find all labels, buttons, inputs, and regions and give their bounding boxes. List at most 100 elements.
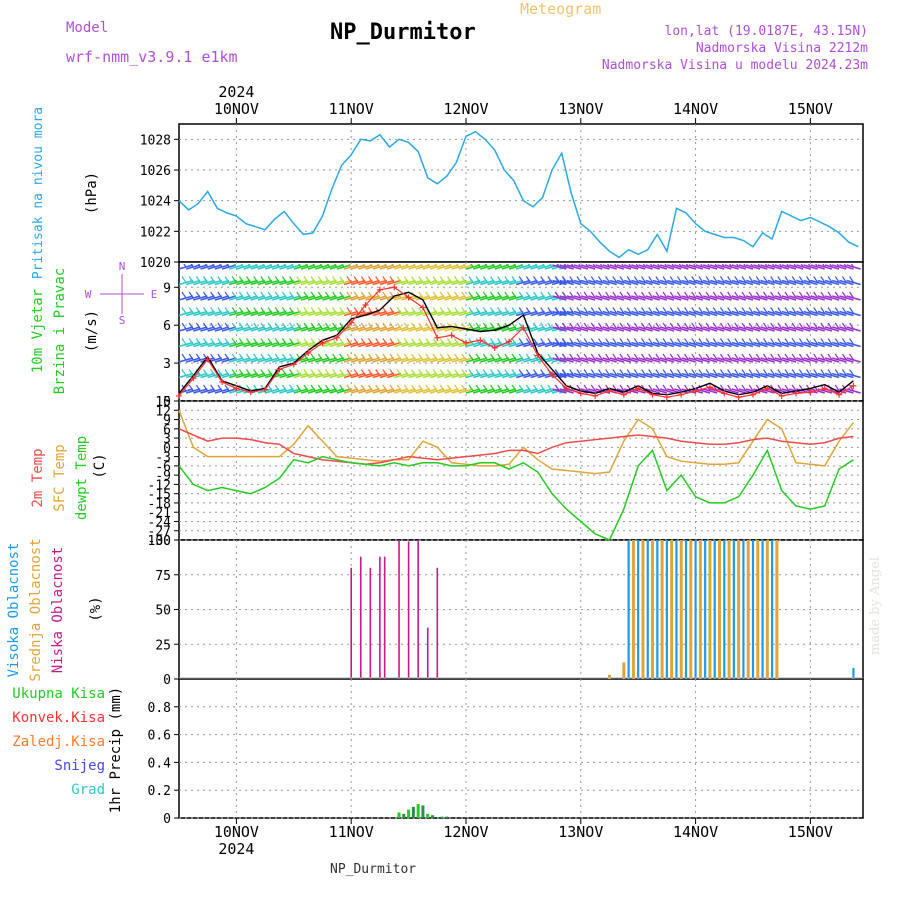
wind-barb	[267, 276, 273, 283]
wind-barb	[425, 353, 431, 361]
wind-barb	[432, 353, 438, 361]
wind-barb	[468, 276, 474, 283]
wind-gust-line-point	[649, 391, 656, 398]
wind-barb	[411, 353, 417, 361]
wind-barb	[203, 384, 209, 392]
wind-barb	[490, 338, 496, 345]
wind-barb	[360, 369, 366, 376]
wind-barb	[705, 369, 711, 376]
wind-barb	[849, 384, 855, 392]
wind-barb	[368, 384, 374, 392]
wind-barb	[303, 322, 309, 330]
wind-barb	[527, 264, 531, 268]
wind-barb	[260, 338, 266, 345]
wind-barb	[418, 384, 424, 392]
wind-barb	[289, 384, 295, 392]
pressure-panel-ytick-label: 1024	[140, 195, 171, 210]
wind-barb	[612, 307, 618, 314]
wind-barb	[411, 322, 417, 330]
wind-barb	[641, 369, 647, 376]
wind-barb	[691, 369, 697, 376]
wind-barb	[289, 276, 295, 283]
wind-barb	[827, 369, 833, 376]
wind-barb	[712, 353, 718, 361]
wind-barb	[267, 307, 273, 314]
wind-barb	[590, 353, 596, 361]
wind-gust-line-point	[233, 385, 240, 392]
wind-barb	[253, 369, 259, 376]
cloud-bar	[742, 540, 745, 679]
wind-barb	[662, 369, 668, 376]
wind-barb	[727, 353, 733, 361]
wind-barb	[727, 291, 733, 299]
wind-barb	[181, 353, 187, 361]
wind-barb	[468, 322, 474, 330]
wind-barb	[303, 384, 309, 392]
wind-barb	[475, 291, 481, 299]
precip-panel-frame	[178, 678, 864, 819]
pressure-axis-label: Pritisak na nivou mora	[31, 107, 46, 279]
wind-barb	[518, 291, 524, 299]
wind-barb	[412, 264, 417, 268]
wind-barb	[770, 338, 776, 345]
wind-barb	[719, 307, 725, 314]
wind-barb	[411, 276, 417, 283]
precip-panel-ytick-label: 0.8	[148, 701, 171, 716]
wind-panel-ytick-label: 9	[163, 281, 171, 296]
wind-barb	[727, 369, 733, 376]
compass-south: S	[119, 314, 126, 327]
wind-barb	[597, 353, 603, 361]
wind-barb	[741, 369, 747, 376]
wind-barb	[813, 322, 819, 330]
wind-barb	[518, 353, 524, 361]
cloud-bar	[646, 540, 649, 679]
wind-barb	[734, 322, 740, 330]
wind-barb	[820, 353, 826, 361]
wind-barb	[274, 291, 280, 299]
wind-barb	[712, 322, 718, 330]
wind-barb	[454, 369, 460, 376]
wind-barb	[554, 307, 560, 314]
wind-barb	[569, 307, 575, 314]
bottom-date-label: 12NOV	[443, 823, 488, 841]
wind-barb	[748, 353, 754, 361]
wind-barb	[834, 276, 840, 283]
bottom-date-label: 14NOV	[673, 823, 718, 841]
wind-barb	[332, 322, 338, 330]
wind-barb	[418, 307, 424, 314]
temp-panel-ytick-label: -21	[148, 506, 171, 521]
wind-barb	[806, 369, 812, 376]
wind-barb	[641, 353, 647, 361]
temp-axis-label-2: SFC Temp	[52, 444, 68, 511]
wind-barb	[303, 291, 309, 299]
wind-barb	[741, 338, 747, 345]
wind-barb	[475, 322, 481, 330]
wind-barb	[599, 264, 603, 268]
wind-barb	[662, 307, 668, 314]
wind-barb	[382, 338, 388, 345]
wind-barb	[231, 322, 237, 330]
wind-barb	[382, 384, 388, 392]
wind-barb	[770, 369, 776, 376]
wind-gust-line-point	[376, 286, 383, 293]
wind-barb	[511, 353, 517, 361]
precip-panel-ytick-label: 0.6	[148, 729, 171, 744]
wind-barb	[698, 322, 704, 330]
wind-barb	[498, 264, 503, 268]
wind-barb	[540, 369, 546, 376]
top-year-label: 2024	[218, 83, 254, 101]
wind-barb	[310, 338, 316, 345]
wind-barb	[748, 384, 754, 392]
wind-barb	[798, 322, 804, 330]
wind-gust-line-point	[190, 375, 197, 382]
wind-barb	[217, 384, 223, 392]
wind-barb	[719, 353, 725, 361]
wind-barb	[195, 307, 201, 314]
wind-barb	[203, 307, 209, 314]
wind-barb	[583, 353, 589, 361]
wind-barb	[734, 276, 740, 283]
wind-barb	[755, 338, 761, 345]
wind-barb	[554, 291, 560, 299]
wind-barb	[755, 291, 761, 299]
wind-barb	[332, 276, 338, 283]
